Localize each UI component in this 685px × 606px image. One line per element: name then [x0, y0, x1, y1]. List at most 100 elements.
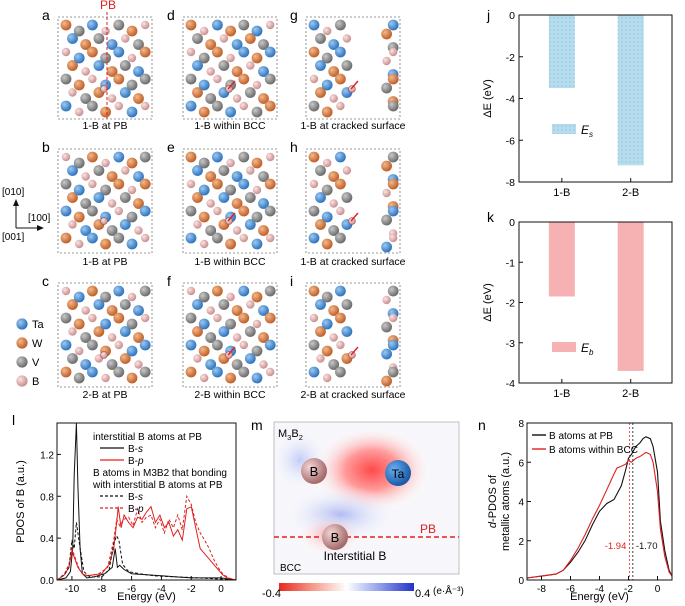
- atom-W: [185, 151, 197, 163]
- atom-Ta: [387, 19, 399, 31]
- atom-W: [321, 238, 333, 250]
- atom-B: [186, 179, 196, 189]
- atom-Ta: [73, 291, 85, 303]
- legend-atom-w: W: [32, 338, 43, 350]
- atom-W: [87, 151, 98, 163]
- atom-W: [73, 318, 85, 330]
- atom-Ta: [328, 39, 340, 50]
- atom-V: [139, 366, 151, 378]
- atom-W: [264, 100, 276, 112]
- atom-B: [186, 47, 196, 57]
- atom-B: [186, 286, 196, 296]
- atom-W: [321, 345, 333, 357]
- atom-B: [329, 199, 338, 208]
- atom-V: [139, 73, 151, 85]
- atom-V: [106, 359, 118, 370]
- atom-Ta: [212, 151, 223, 163]
- atom-W: [308, 285, 320, 297]
- atom-B: [316, 354, 325, 363]
- atom-W: [80, 39, 92, 50]
- x-tick-label: -4: [595, 584, 604, 595]
- atom-W: [387, 73, 399, 85]
- atom-Ta: [60, 100, 72, 112]
- m3b2-title: M3B2: [278, 428, 303, 442]
- x-axis-label: Energy (eV): [117, 591, 176, 603]
- atom-V: [93, 33, 105, 44]
- atom-Ta: [218, 192, 230, 203]
- x-tick-label: 0: [655, 584, 661, 595]
- atom-W: [133, 198, 144, 209]
- atom-V: [212, 100, 223, 112]
- atom-B: [389, 233, 398, 243]
- atom-W: [73, 211, 85, 223]
- atom-V: [100, 52, 111, 64]
- atom-B: [389, 313, 398, 323]
- atom-W: [264, 178, 276, 190]
- atom-B: [141, 20, 150, 30]
- atom-B: [134, 360, 143, 369]
- legend-label-s: B-s: [128, 444, 143, 455]
- axis-001-label: [001]: [2, 232, 24, 243]
- series-line-m3b2-p: [56, 494, 237, 581]
- atom-Ta: [139, 205, 151, 217]
- atom-W: [106, 66, 118, 77]
- legend-title-m3b2-2: with interstitial B atoms at PB: [92, 480, 223, 491]
- panel-letter-n: n: [478, 417, 486, 433]
- plot-frame: [56, 422, 237, 581]
- atom-Ta: [133, 305, 144, 316]
- atom-B: [114, 206, 124, 216]
- atom-Ta: [335, 285, 346, 297]
- interstitial-b-atom: [348, 85, 356, 93]
- atom-V: [73, 157, 85, 169]
- structure-panel-i: i 2-B at cracked surface: [290, 273, 406, 401]
- charge-map-frame: [273, 421, 460, 575]
- atom-W: [212, 178, 223, 190]
- highlight-arrow: [227, 80, 236, 90]
- atom-Ta: [238, 46, 250, 58]
- atom-W: [100, 238, 111, 250]
- atom-W: [258, 93, 269, 104]
- y-tick-label: -1: [506, 257, 515, 269]
- atom-Ta: [321, 79, 333, 91]
- legend-label-main: E: [581, 341, 590, 355]
- bar-2-B: [617, 222, 644, 371]
- atom-V: [225, 318, 237, 330]
- atom-Ta: [205, 359, 217, 370]
- atom-B: [232, 94, 242, 103]
- atom-Ta: [258, 305, 269, 316]
- interstitial-b-atom: [348, 217, 356, 225]
- atom-V: [93, 165, 105, 176]
- atom-B: [342, 166, 352, 175]
- y-tick-label: -4: [506, 94, 515, 106]
- atom-Ta: [106, 39, 118, 50]
- atom-Ta: [387, 339, 399, 351]
- y-tick-label: 6: [518, 458, 524, 469]
- legend-label-p: B-p: [128, 504, 144, 515]
- atom-Ta: [67, 165, 78, 176]
- panel-letter-j: j: [486, 7, 490, 23]
- atom-V: [381, 214, 392, 226]
- legend-orbital: s: [138, 492, 143, 503]
- atom-V: [113, 19, 125, 31]
- y-axis-label-rest: -PDOS of: [487, 474, 499, 522]
- atom-B: [336, 101, 345, 111]
- panel-letter-a: a: [42, 7, 50, 23]
- atom-V: [387, 366, 399, 378]
- atom-Ta: [315, 299, 326, 310]
- atom-W: [231, 66, 243, 77]
- y-tick-label: -4: [506, 378, 515, 390]
- y-tick-label: 8: [518, 419, 524, 430]
- atom-B: [61, 152, 71, 162]
- colorbar-max: 0.4: [415, 588, 430, 600]
- atom-W: [100, 106, 111, 118]
- m3b2-sub: 3: [287, 433, 291, 442]
- y-axis-label-main: ΔE (eV): [482, 79, 494, 118]
- axis-x-arrowhead: [37, 225, 44, 231]
- atom-W: [387, 178, 399, 190]
- atom-W: [315, 219, 326, 230]
- atom-interstitial-b: [322, 524, 348, 550]
- atom-V: [80, 93, 92, 104]
- atom-V: [198, 291, 210, 303]
- legend-atom-v-icon: [16, 356, 28, 368]
- atom-V: [321, 291, 333, 303]
